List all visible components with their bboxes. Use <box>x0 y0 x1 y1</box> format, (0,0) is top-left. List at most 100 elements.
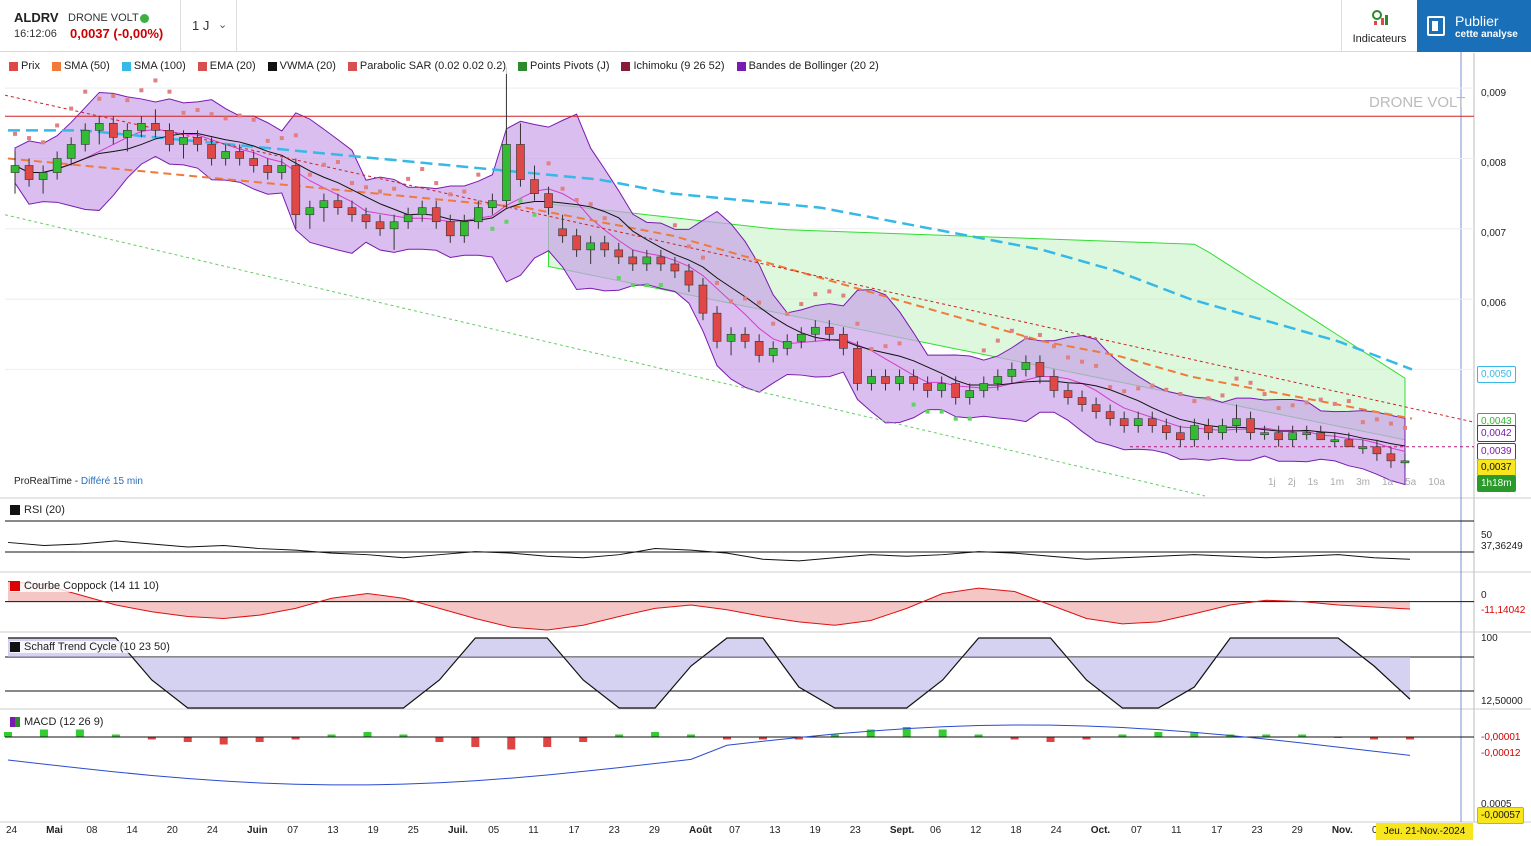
candle-body <box>361 214 371 223</box>
sar-dot <box>953 416 958 421</box>
indicators-button[interactable]: Indicateurs <box>1343 0 1416 52</box>
candle-body <box>80 130 90 145</box>
sar-dot <box>715 280 720 285</box>
candle-body <box>1218 425 1227 434</box>
sar-dot <box>125 98 130 103</box>
candle-body <box>137 123 146 131</box>
macd-histogram-bar <box>615 734 624 737</box>
legend-item[interactable]: Parabolic SAR (0.02 0.02 0.2) <box>346 58 508 74</box>
period-selector[interactable]: 1 J <box>192 18 210 33</box>
candle-body <box>1035 362 1045 377</box>
macd-histogram-bar <box>1082 737 1091 740</box>
sar-dot <box>981 348 986 353</box>
candle-body <box>263 165 273 173</box>
x-tick-month: Nov. <box>1331 825 1353 836</box>
rsi-label-text: RSI (20) <box>24 504 65 516</box>
sar-dot <box>841 293 846 298</box>
candle-body <box>1077 397 1087 405</box>
candle-body <box>1260 432 1269 436</box>
timeframe-1s[interactable]: 1s <box>1307 477 1319 488</box>
y-tick: 0,007 <box>1481 228 1507 239</box>
x-tick: 05 <box>488 825 500 836</box>
candle-body <box>1344 439 1354 448</box>
macd-value: -0,00001 <box>1481 732 1521 743</box>
candle-body <box>1190 425 1199 441</box>
sar-dot <box>448 192 453 197</box>
sar-dot <box>700 255 705 260</box>
rsi-swatch <box>10 505 20 515</box>
sar-dot <box>658 283 663 288</box>
sar-dot <box>911 402 916 407</box>
publish-label: Publier <box>1455 13 1499 29</box>
sar-dot <box>855 321 860 326</box>
schaff-line <box>8 637 1411 709</box>
sar-dot <box>995 338 1000 343</box>
legend-item[interactable]: Ichimoku (9 26 52) <box>620 58 726 74</box>
timeframe-5a[interactable]: 5a <box>1405 477 1417 488</box>
candle-body <box>825 326 834 335</box>
timeframe-1a[interactable]: 1a <box>1381 477 1394 488</box>
timeframe-10a[interactable]: 10a <box>1428 477 1445 488</box>
instrument-name: DRONE VOLT <box>68 12 139 24</box>
legend-item[interactable]: SMA (100) <box>120 58 187 74</box>
sar-dot <box>476 172 481 177</box>
candle-body <box>1372 446 1382 455</box>
timeframe-1m[interactable]: 1m <box>1330 477 1345 488</box>
candle-body <box>1358 446 1368 450</box>
legend-item[interactable]: VWMA (20) <box>266 58 337 74</box>
candle-body <box>867 376 876 384</box>
macd-histogram-bar <box>794 737 803 740</box>
legend-item[interactable]: Bandes de Bollinger (20 2) <box>735 58 880 74</box>
legend-item[interactable]: Points Pivots (J) <box>517 58 611 74</box>
sar-dot <box>167 89 172 94</box>
macd-histogram-bar <box>1046 737 1055 742</box>
sar-dot <box>518 198 523 203</box>
sar-dot <box>462 189 467 194</box>
x-tick-month: Oct. <box>1090 825 1111 836</box>
macd-histogram-bar <box>866 729 875 737</box>
x-tick: 19 <box>367 825 379 836</box>
x-tick: 13 <box>769 825 781 836</box>
chevron-down-icon[interactable]: ⌄ <box>218 19 228 31</box>
schaff-label-text: Schaff Trend Cycle (10 23 50) <box>24 641 170 653</box>
legend-item[interactable]: Prix <box>8 58 41 74</box>
sar-dot <box>406 176 411 181</box>
sar-dot <box>1248 380 1253 385</box>
candle-body <box>1119 418 1129 426</box>
macd-histogram-bar <box>722 737 731 740</box>
timeframe-2j[interactable]: 2j <box>1287 477 1296 488</box>
macd-histogram-bar <box>830 734 839 737</box>
macd-histogram-bar <box>687 734 696 737</box>
timeframe-3m[interactable]: 3m <box>1356 477 1370 488</box>
candle-body <box>684 270 694 286</box>
candle-body <box>642 256 652 265</box>
macd-histogram-bar <box>974 734 983 737</box>
legend-label: Ichimoku (9 26 52) <box>633 60 725 72</box>
candle-body <box>740 333 750 342</box>
candle-body <box>431 207 441 223</box>
legend-item[interactable]: EMA (20) <box>196 58 257 74</box>
sar-dot <box>616 276 621 281</box>
macd-histogram-bar <box>291 737 300 740</box>
legend-swatch <box>267 61 277 71</box>
macd-histogram-bar <box>1154 732 1163 737</box>
candle-body <box>993 376 1003 384</box>
macd-histogram-bar <box>651 732 660 737</box>
sar-dot <box>1136 386 1141 391</box>
legend-item[interactable]: SMA (50) <box>50 58 111 74</box>
candle-body <box>796 333 806 342</box>
coppock-value: -11,14042 <box>1481 605 1526 616</box>
legend-label: EMA (20) <box>209 60 256 72</box>
x-tick: 17 <box>568 825 580 836</box>
publish-icon <box>1427 16 1445 36</box>
sar-dot <box>1290 403 1295 408</box>
sar-dot <box>111 93 116 98</box>
candle-body <box>726 333 736 342</box>
timeframe-1j[interactable]: 1j <box>1268 477 1276 488</box>
macd-label: MACD (12 26 9) <box>10 716 104 728</box>
x-tick: 23 <box>849 825 861 836</box>
rsi-value: 37,36249 <box>1481 541 1523 552</box>
publish-button[interactable]: Publier cette analyse <box>1417 0 1531 52</box>
macd-histogram-bar <box>363 732 372 737</box>
